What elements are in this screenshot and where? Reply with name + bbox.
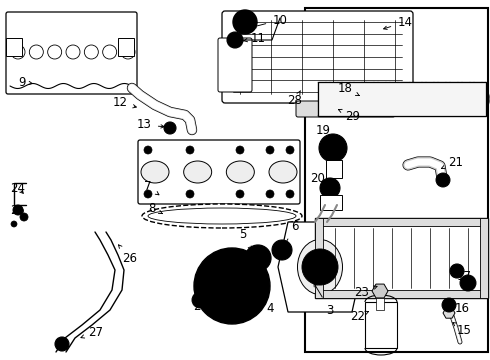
Circle shape — [239, 16, 251, 28]
Circle shape — [277, 245, 287, 255]
Ellipse shape — [226, 161, 254, 183]
Bar — [480, 218, 488, 298]
Bar — [315, 218, 488, 298]
Circle shape — [20, 213, 28, 221]
Circle shape — [13, 205, 23, 215]
Text: 5: 5 — [239, 228, 251, 249]
Circle shape — [222, 276, 242, 296]
Circle shape — [460, 275, 476, 291]
Circle shape — [202, 256, 262, 316]
Circle shape — [212, 266, 252, 306]
Circle shape — [436, 173, 450, 187]
Text: 14: 14 — [384, 15, 413, 30]
Circle shape — [446, 302, 452, 308]
Circle shape — [245, 245, 271, 271]
Circle shape — [164, 122, 176, 134]
Text: 6: 6 — [285, 220, 299, 245]
Bar — [118, 38, 134, 56]
Circle shape — [442, 298, 456, 312]
Text: 8: 8 — [148, 202, 162, 215]
Circle shape — [232, 37, 238, 43]
FancyBboxPatch shape — [296, 101, 395, 117]
Text: 29: 29 — [339, 109, 361, 122]
Circle shape — [327, 142, 339, 154]
Circle shape — [320, 178, 340, 198]
Text: 13: 13 — [137, 118, 164, 131]
Text: 28: 28 — [288, 91, 302, 107]
Circle shape — [213, 296, 223, 306]
Bar — [318, 82, 486, 116]
Text: 16: 16 — [452, 302, 469, 315]
Ellipse shape — [142, 204, 302, 228]
Text: 20: 20 — [311, 171, 329, 185]
Ellipse shape — [297, 239, 343, 294]
Text: 7: 7 — [144, 180, 159, 195]
Bar — [376, 298, 384, 310]
Polygon shape — [278, 222, 362, 312]
Circle shape — [186, 190, 194, 198]
Circle shape — [233, 10, 257, 34]
Text: 21: 21 — [441, 156, 464, 168]
Circle shape — [11, 221, 17, 227]
Text: 15: 15 — [453, 323, 471, 337]
Circle shape — [286, 190, 294, 198]
Ellipse shape — [141, 161, 169, 183]
Circle shape — [194, 248, 270, 324]
Circle shape — [168, 126, 172, 130]
Text: 25: 25 — [11, 203, 25, 216]
Circle shape — [272, 240, 292, 260]
FancyBboxPatch shape — [138, 140, 300, 204]
Circle shape — [450, 264, 464, 278]
FancyBboxPatch shape — [218, 38, 252, 92]
Circle shape — [197, 297, 203, 303]
Text: 9: 9 — [18, 76, 33, 89]
Circle shape — [192, 292, 208, 308]
Circle shape — [59, 341, 65, 347]
Polygon shape — [443, 308, 455, 318]
Circle shape — [186, 146, 194, 154]
Polygon shape — [372, 284, 388, 298]
Text: 23: 23 — [355, 285, 377, 298]
FancyBboxPatch shape — [222, 11, 413, 103]
Circle shape — [55, 337, 69, 351]
Text: 19: 19 — [316, 123, 331, 145]
Circle shape — [319, 134, 347, 162]
Circle shape — [236, 146, 244, 154]
Text: 17: 17 — [453, 270, 471, 283]
Text: 4: 4 — [265, 282, 274, 315]
Text: 26: 26 — [119, 245, 138, 265]
Circle shape — [227, 32, 243, 48]
Circle shape — [266, 190, 274, 198]
Bar — [326, 160, 342, 178]
Circle shape — [144, 146, 152, 154]
Circle shape — [266, 146, 274, 154]
Bar — [315, 218, 323, 298]
Bar — [6, 38, 22, 56]
Bar — [305, 8, 488, 352]
FancyBboxPatch shape — [6, 12, 137, 94]
Circle shape — [144, 190, 152, 198]
Ellipse shape — [269, 161, 297, 183]
Bar — [315, 218, 488, 226]
Text: 24: 24 — [10, 181, 25, 194]
Text: 10: 10 — [253, 13, 288, 28]
Bar — [315, 290, 488, 298]
Text: 2: 2 — [193, 282, 201, 312]
Text: 3: 3 — [314, 283, 334, 316]
Text: 12: 12 — [113, 96, 136, 109]
Text: 22: 22 — [350, 310, 368, 323]
Circle shape — [250, 250, 266, 266]
Circle shape — [302, 249, 338, 285]
Ellipse shape — [148, 208, 296, 224]
Bar — [320, 195, 342, 210]
Text: 11: 11 — [244, 31, 266, 45]
Text: 18: 18 — [338, 81, 359, 96]
Ellipse shape — [184, 161, 212, 183]
Text: 1: 1 — [218, 279, 228, 310]
Bar — [318, 82, 486, 116]
Circle shape — [236, 190, 244, 198]
Circle shape — [286, 146, 294, 154]
Text: 27: 27 — [81, 325, 103, 338]
Bar — [365, 302, 397, 348]
